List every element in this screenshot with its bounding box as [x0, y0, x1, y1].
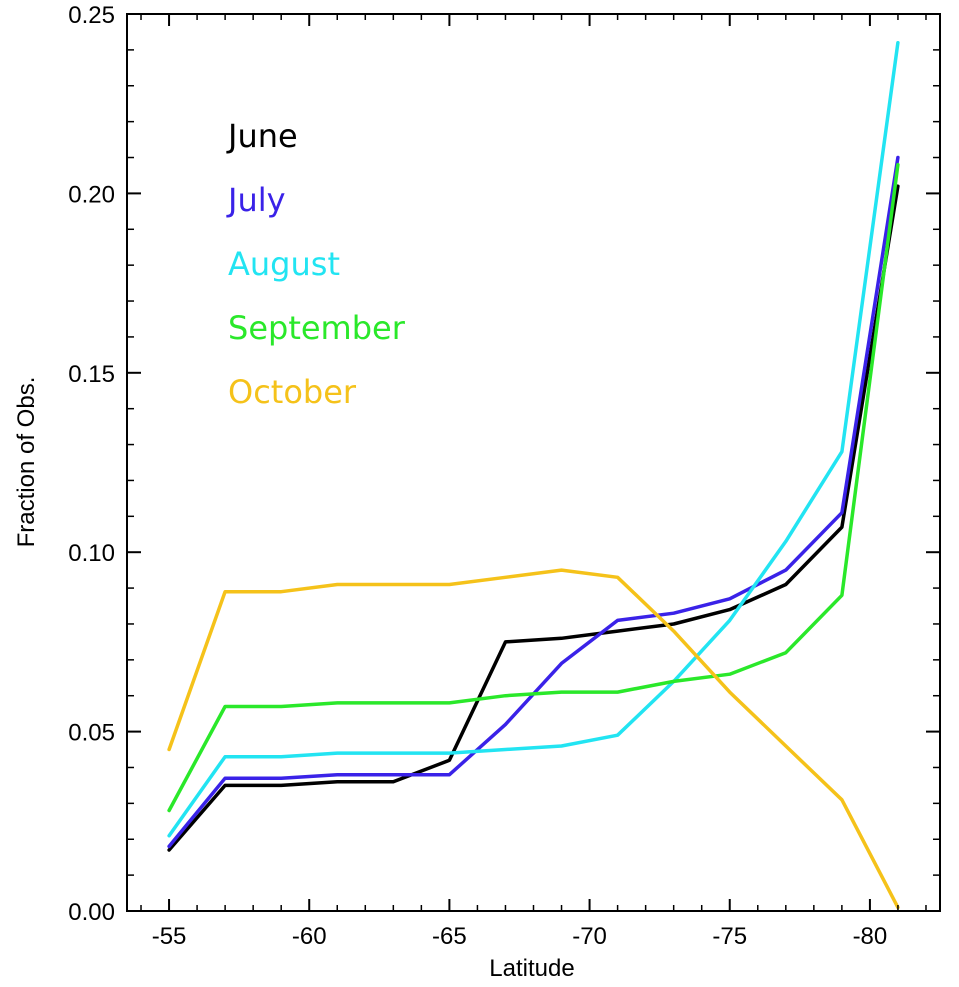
y-tick-label: 0.20	[68, 181, 115, 208]
series-line-october	[167, 568, 900, 910]
y-tick-label: 0.05	[68, 720, 115, 747]
x-axis: -55 -60 -65 -70 -75 -80	[140, 14, 927, 950]
y-tick-label: 0.25	[68, 2, 115, 29]
x-tick-label: -65	[432, 923, 467, 950]
series-line-august	[167, 40, 900, 838]
x-tick-label: -55	[152, 923, 187, 950]
x-tick-label: -60	[292, 923, 327, 950]
y-tick-label: 0.15	[68, 361, 115, 388]
series-line-june	[167, 184, 900, 852]
y-axis: 0.00 0.05 0.10 0.15 0.20 0.25	[68, 2, 940, 926]
x-tick-label: -80	[853, 923, 888, 950]
legend-entry-september: September	[228, 309, 406, 347]
y-axis-title: Fraction of Obs.	[13, 377, 40, 548]
legend: June July August September October	[226, 117, 406, 411]
x-tick-label: -75	[712, 923, 747, 950]
y-tick-label: 0.10	[68, 540, 115, 567]
legend-entry-october: October	[228, 373, 357, 411]
x-axis-title: Latitude	[489, 955, 574, 982]
series-line-september	[167, 162, 900, 813]
y-tick-label: 0.00	[68, 899, 115, 926]
plot-lines	[167, 40, 900, 910]
legend-entry-august: August	[228, 245, 340, 283]
x-tick-label: -70	[572, 923, 607, 950]
legend-entry-july: July	[226, 181, 286, 219]
legend-entry-june: June	[226, 117, 298, 155]
